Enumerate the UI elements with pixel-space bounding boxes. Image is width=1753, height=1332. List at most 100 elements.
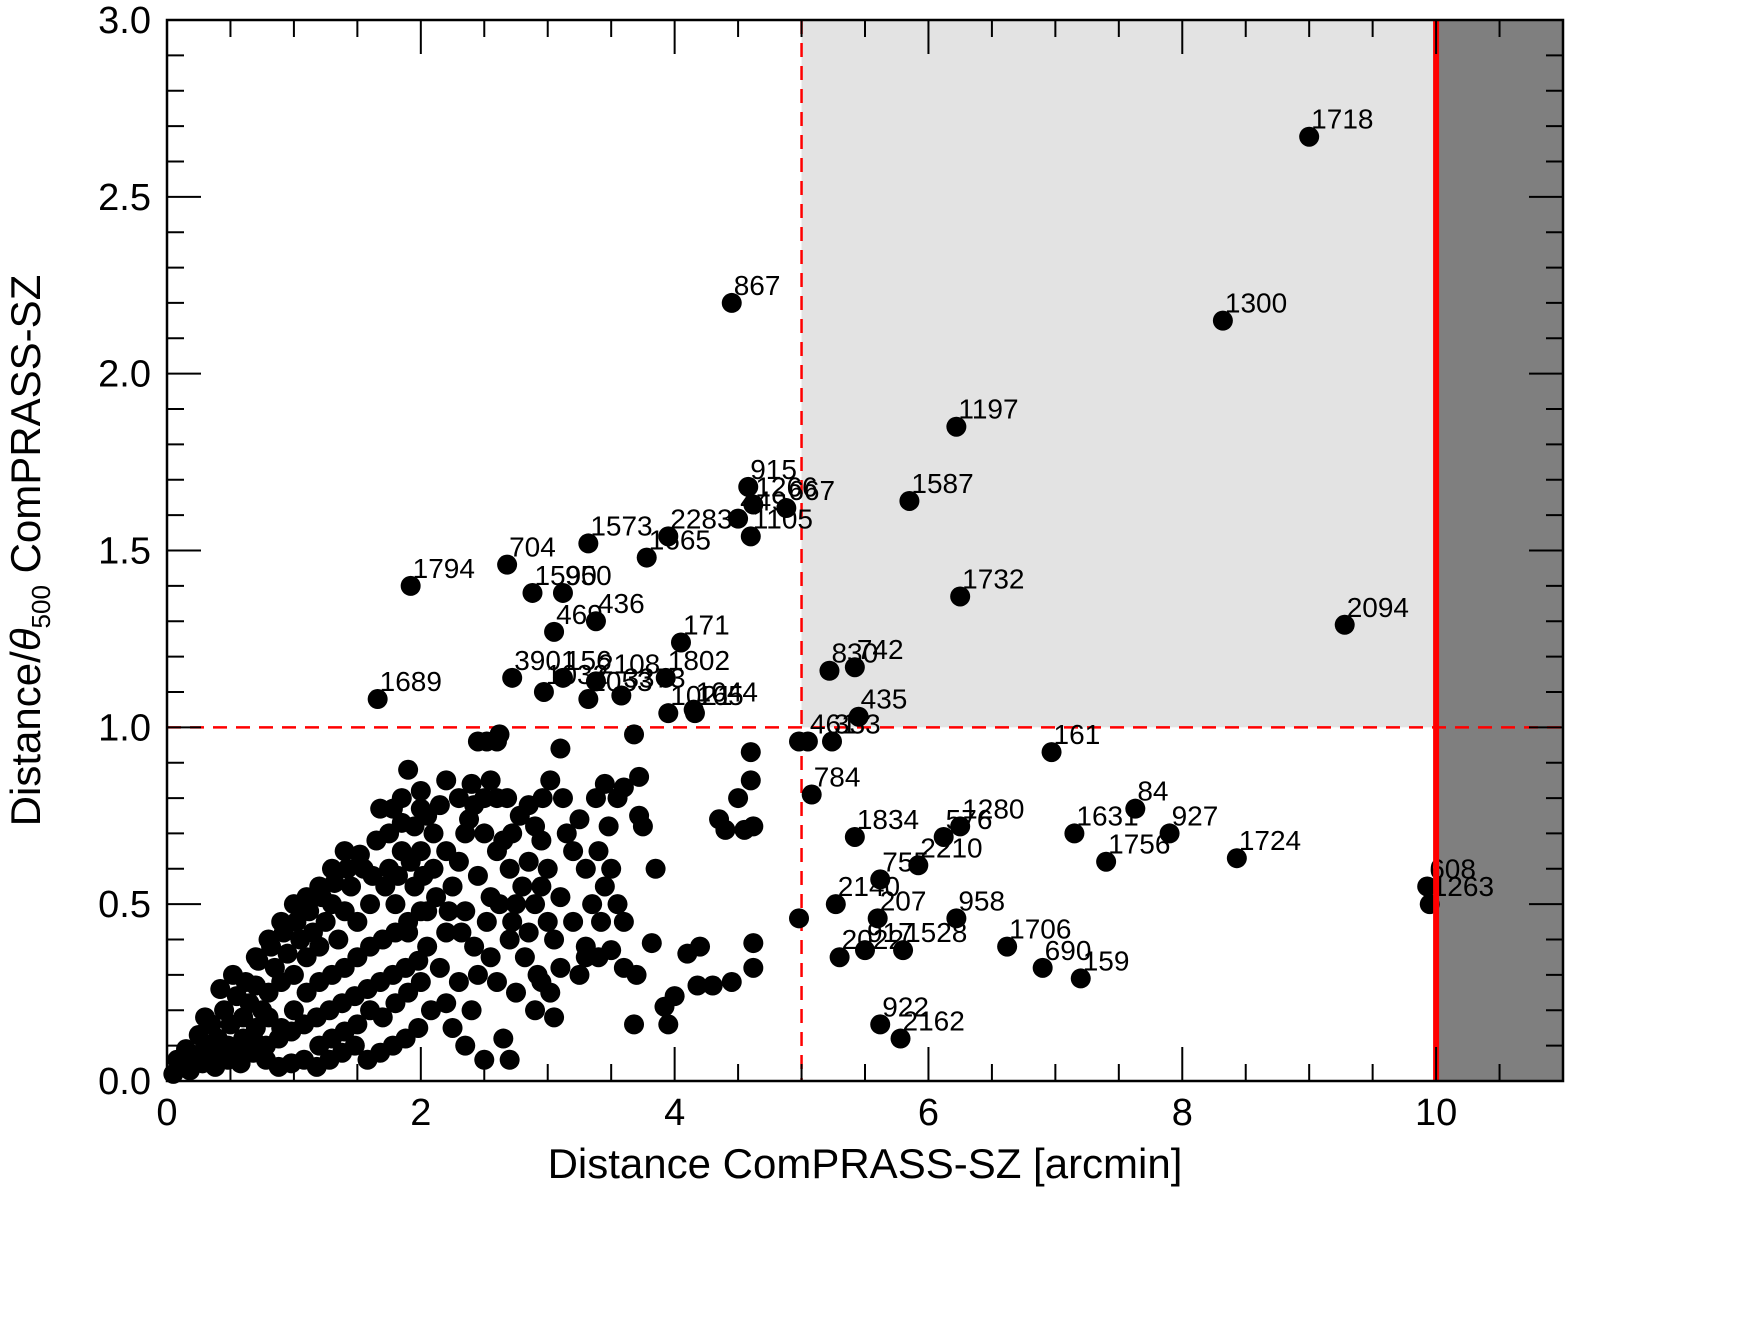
data-point	[518, 922, 539, 943]
point-label-1300: 1300	[1225, 288, 1287, 319]
x-axis-title: Distance ComPRASS-SZ [arcmin]	[548, 1140, 1183, 1187]
data-point	[601, 858, 622, 879]
data-point	[188, 1025, 209, 1046]
data-point	[499, 858, 520, 879]
data-point	[233, 1028, 254, 1049]
data-point	[607, 788, 628, 809]
data-point	[514, 947, 535, 968]
data-point	[506, 894, 526, 915]
data-point	[296, 947, 317, 968]
point-label-84: 84	[1137, 776, 1168, 807]
data-point-156	[552, 667, 573, 688]
data-point-1197	[946, 416, 967, 437]
data-point-915	[738, 476, 759, 497]
data-point	[740, 770, 761, 791]
point-label-161: 161	[1054, 719, 1101, 750]
data-point-1718	[1299, 126, 1320, 147]
x-tick-label: 8	[1172, 1092, 1193, 1134]
point-label-1587: 1587	[911, 468, 973, 499]
point-label-165: 165	[697, 680, 744, 711]
y-tick-label: 2.0	[98, 354, 151, 396]
point-label-207: 207	[880, 885, 927, 916]
point-label-950: 950	[565, 560, 612, 591]
point-label-3901: 3901	[514, 645, 576, 676]
data-point	[486, 971, 507, 992]
data-point	[629, 805, 650, 826]
data-point	[563, 841, 584, 862]
data-point	[624, 1014, 645, 1035]
data-point	[442, 876, 463, 897]
data-point	[474, 823, 495, 844]
data-point	[540, 770, 561, 791]
data-point	[410, 780, 431, 801]
point-label-704: 704	[509, 532, 556, 563]
data-point-171	[670, 632, 691, 653]
point-label-755: 755	[882, 846, 929, 877]
data-point	[480, 770, 501, 791]
data-point-161	[1041, 742, 1062, 763]
data-point	[283, 1000, 304, 1021]
point-label-2210: 2210	[920, 832, 982, 863]
data-point-922	[870, 1014, 891, 1035]
point-label-830: 830	[831, 638, 878, 669]
data-point-1802	[655, 667, 676, 688]
data-point	[789, 908, 810, 929]
data-point	[205, 1042, 226, 1063]
data-point-84	[1125, 798, 1146, 819]
data-point	[321, 858, 342, 879]
data-point	[214, 1000, 235, 1021]
point-label-2162: 2162	[903, 1006, 965, 1037]
data-point	[461, 773, 482, 794]
data-point-755	[870, 869, 891, 890]
data-point	[743, 957, 764, 978]
data-point	[455, 901, 476, 922]
point-label-1573: 1573	[590, 510, 652, 541]
data-point-2022	[829, 947, 850, 968]
data-point-1280	[950, 816, 971, 837]
y-tick-label: 0.0	[98, 1061, 151, 1103]
data-point	[385, 894, 406, 915]
point-label-2022: 2022	[842, 924, 904, 955]
point-label-171: 171	[683, 609, 730, 640]
axes: 0 2 4 6 8 10 0.0 0.5 1.0 1.5 2.0 2.5 3.0	[98, 0, 1565, 1134]
point-label-1263: 1263	[1432, 871, 1494, 902]
y-tick-label: 2.5	[98, 177, 151, 219]
point-label-1280: 1280	[962, 793, 1024, 824]
data-point-1794	[400, 575, 421, 596]
point-label-922: 922	[882, 991, 929, 1022]
data-point	[420, 1000, 441, 1021]
data-point	[552, 788, 573, 809]
data-point	[740, 742, 761, 763]
point-label-690: 690	[1045, 935, 1092, 966]
data-point	[370, 798, 391, 819]
data-point	[641, 933, 662, 954]
point-label-461: 461	[810, 708, 857, 739]
point-label-2283: 2283	[670, 503, 732, 534]
data-point	[410, 971, 431, 992]
data-point	[537, 858, 558, 879]
data-point	[408, 950, 429, 971]
point-label-3373: 3373	[623, 663, 685, 694]
data-point	[258, 929, 279, 950]
data-point	[575, 947, 596, 968]
data-point-1665	[636, 547, 657, 568]
data-point	[410, 901, 431, 922]
data-point-2108	[585, 671, 606, 692]
data-point	[569, 809, 590, 830]
data-point	[349, 844, 370, 865]
data-point	[594, 876, 615, 897]
data-point	[598, 816, 619, 837]
data-point-3901	[502, 667, 523, 688]
data-point	[493, 830, 514, 851]
data-point	[575, 858, 596, 879]
data-point	[677, 943, 698, 964]
point-label-1590: 1590	[534, 560, 596, 591]
data-point	[702, 975, 723, 996]
data-point	[550, 887, 571, 908]
data-point	[334, 841, 355, 862]
data-point-1689	[367, 689, 388, 710]
point-label-159: 159	[1083, 945, 1130, 976]
data-point	[540, 982, 561, 1003]
data-point	[448, 971, 469, 992]
data-point	[531, 876, 552, 897]
